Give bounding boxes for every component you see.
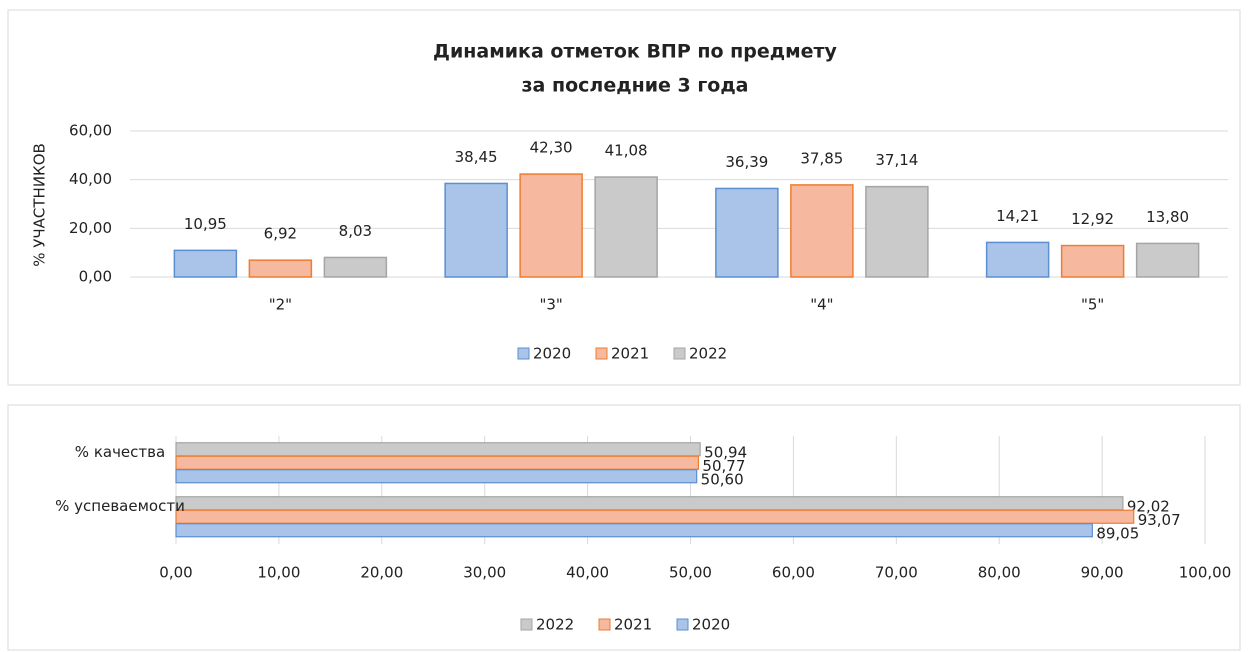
x-tick-label: 60,00 bbox=[772, 564, 815, 582]
legend-label: 2021 bbox=[611, 345, 649, 363]
x-tick-label: 80,00 bbox=[978, 564, 1021, 582]
legend-swatch bbox=[598, 618, 611, 631]
bar bbox=[323, 256, 388, 278]
y-tick-label: 60,00 bbox=[69, 122, 112, 140]
x-tick-label: "2" bbox=[269, 296, 292, 314]
data-label: 42,30 bbox=[530, 139, 573, 157]
data-label: 8,03 bbox=[339, 222, 372, 240]
bar bbox=[865, 185, 929, 278]
legend-label: 2020 bbox=[533, 345, 571, 363]
data-label: 50,60 bbox=[701, 470, 744, 488]
y-tick-label: % качества bbox=[74, 443, 166, 461]
bar bbox=[175, 469, 698, 484]
data-label: 10,95 bbox=[184, 215, 227, 233]
bar bbox=[1135, 242, 1200, 278]
data-label: 14,21 bbox=[996, 207, 1039, 225]
x-tick-label: 90,00 bbox=[1081, 564, 1124, 582]
x-tick-label: 40,00 bbox=[566, 564, 609, 582]
bar bbox=[248, 259, 313, 278]
x-tick-label: 20,00 bbox=[360, 564, 403, 582]
y-tick-label: 0,00 bbox=[79, 268, 112, 286]
bar bbox=[715, 187, 779, 278]
x-tick-label: "3" bbox=[539, 296, 562, 314]
bar bbox=[175, 523, 1093, 538]
legend-swatch bbox=[595, 347, 608, 360]
x-tick-label: 70,00 bbox=[875, 564, 918, 582]
bar bbox=[175, 455, 700, 470]
x-tick-label: 30,00 bbox=[463, 564, 506, 582]
y-tick-label: 40,00 bbox=[69, 170, 112, 188]
data-label: 93,07 bbox=[1138, 511, 1181, 529]
bar bbox=[175, 509, 1135, 524]
data-label: 13,80 bbox=[1146, 208, 1189, 226]
legend-label: 2022 bbox=[536, 616, 574, 634]
chart-title: за последние 3 года bbox=[522, 75, 749, 97]
data-label: 92,02 bbox=[1127, 497, 1170, 515]
x-tick-label: "5" bbox=[1081, 296, 1104, 314]
bar bbox=[1060, 244, 1125, 278]
legend-swatch bbox=[676, 618, 689, 631]
data-label: 12,92 bbox=[1071, 210, 1114, 228]
bar bbox=[985, 241, 1050, 278]
chart-title: Динамика отметок ВПР по предмету bbox=[433, 41, 838, 63]
data-label: 37,85 bbox=[800, 149, 843, 167]
bar bbox=[594, 176, 658, 278]
data-label: 37,14 bbox=[875, 151, 918, 169]
legend-label: 2020 bbox=[692, 616, 730, 634]
data-label: 38,45 bbox=[455, 148, 498, 166]
x-tick-label: 50,00 bbox=[669, 564, 712, 582]
legend-swatch bbox=[517, 347, 530, 360]
legend-label: 2021 bbox=[614, 616, 652, 634]
x-tick-label: 0,00 bbox=[159, 564, 192, 582]
y-tick-label: % успеваемости bbox=[55, 497, 185, 515]
bar bbox=[790, 184, 854, 278]
bar bbox=[444, 182, 508, 278]
bar bbox=[175, 496, 1124, 511]
legend-label: 2022 bbox=[689, 345, 727, 363]
bar bbox=[519, 173, 583, 278]
data-label: 50,77 bbox=[702, 457, 745, 475]
legend-swatch bbox=[673, 347, 686, 360]
x-tick-label: 10,00 bbox=[257, 564, 300, 582]
bar bbox=[175, 442, 701, 457]
x-tick-label: "4" bbox=[810, 296, 833, 314]
y-tick-label: 20,00 bbox=[69, 219, 112, 237]
legend-swatch bbox=[520, 618, 533, 631]
data-label: 50,94 bbox=[704, 443, 747, 461]
data-label: 89,05 bbox=[1096, 524, 1139, 542]
y-axis-label: % УЧАСТНИКОВ bbox=[31, 143, 49, 267]
bar bbox=[173, 249, 238, 278]
data-label: 6,92 bbox=[264, 225, 297, 243]
data-label: 41,08 bbox=[605, 142, 648, 160]
x-tick-label: 100,00 bbox=[1179, 564, 1232, 582]
data-label: 36,39 bbox=[725, 153, 768, 171]
